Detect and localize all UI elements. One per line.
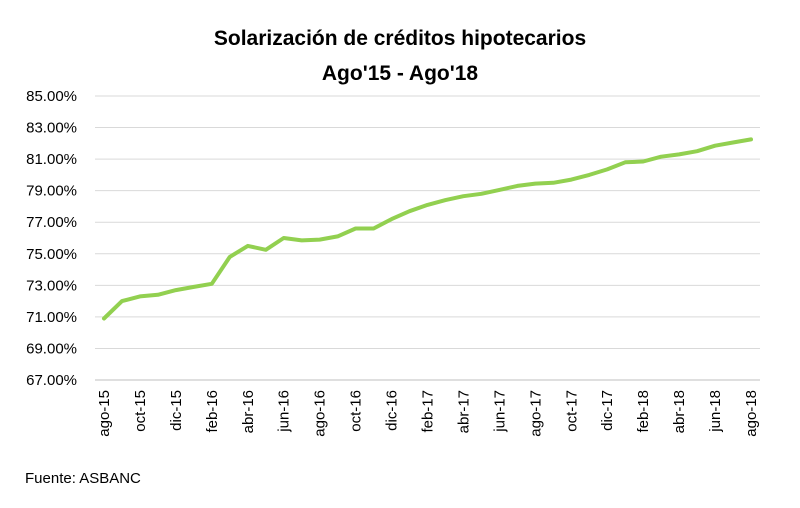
data-point [228, 255, 232, 259]
series-line [102, 137, 753, 321]
y-tick-label: 73.00% [26, 277, 77, 294]
y-tick-label: 81.00% [26, 151, 77, 168]
data-point [282, 236, 286, 240]
x-axis-ticks: ago-15 oct-15 dic-15 feb-16 abr-16 jun-16 ago-… [96, 390, 760, 437]
data-point [318, 238, 322, 242]
chart-title: Solarización de créditos hipotecarios [214, 27, 586, 50]
y-tick-label: 71.00% [26, 309, 77, 326]
data-point [569, 178, 573, 182]
data-point [677, 152, 681, 156]
x-tick-label: ago-15 [96, 390, 113, 437]
data-point [497, 188, 501, 192]
data-point [300, 238, 304, 242]
x-tick-label: oct-17 [563, 390, 580, 432]
x-tick-label: ago-18 [743, 390, 760, 437]
x-tick-label: ago-17 [527, 390, 544, 437]
y-tick-label: 85.00% [26, 88, 77, 105]
data-point [210, 282, 214, 286]
data-point [192, 285, 196, 289]
data-point [551, 181, 555, 185]
data-point [372, 227, 376, 231]
data-point [336, 234, 340, 238]
x-tick-label: dic-17 [599, 390, 616, 431]
x-tick-label: dic-15 [168, 390, 185, 431]
y-axis-ticks: 67.00% 69.00% 71.00% 73.00% 75.00% 77.00% 79.0… [26, 88, 77, 389]
data-point [174, 288, 178, 292]
y-tick-label: 77.00% [26, 214, 77, 231]
data-point [623, 160, 627, 164]
x-tick-label: jun-17 [491, 390, 508, 433]
data-point [408, 209, 412, 213]
data-point [659, 155, 663, 159]
data-point [354, 227, 358, 231]
chart-subtitle: Ago'15 - Ago'18 [322, 62, 479, 85]
y-tick-label: 83.00% [26, 120, 77, 137]
data-point [479, 192, 483, 196]
data-point [443, 198, 447, 202]
x-tick-label: jun-16 [276, 390, 293, 433]
series-layer [102, 137, 753, 321]
data-point [641, 159, 645, 163]
data-point [246, 244, 250, 248]
x-tick-label: feb-16 [204, 390, 221, 433]
data-point [515, 184, 519, 188]
data-point [264, 248, 268, 252]
data-point [587, 173, 591, 177]
data-point [102, 316, 106, 320]
data-point [713, 144, 717, 148]
x-tick-label: dic-16 [384, 390, 401, 431]
x-tick-label: feb-17 [420, 390, 437, 433]
data-point [533, 182, 537, 186]
y-tick-label: 69.00% [26, 340, 77, 357]
data-point [138, 294, 142, 298]
data-point [390, 217, 394, 221]
gridlines [95, 95, 760, 381]
x-tick-label: abr-17 [455, 390, 472, 433]
data-point [605, 167, 609, 171]
data-point [731, 141, 735, 145]
data-point [120, 299, 124, 303]
data-point [156, 293, 160, 297]
x-tick-label: oct-16 [348, 390, 365, 432]
x-tick-label: feb-18 [635, 390, 652, 433]
x-tick-label: oct-15 [132, 390, 149, 432]
y-tick-label: 79.00% [26, 183, 77, 200]
data-point [695, 149, 699, 153]
x-tick-label: jun-18 [707, 390, 724, 433]
y-tick-label: 67.00% [26, 372, 77, 389]
x-tick-label: abr-18 [671, 390, 688, 433]
x-tick-label: ago-16 [312, 390, 329, 437]
source-note: Fuente: ASBANC [25, 470, 141, 487]
x-tick-label: abr-16 [240, 390, 257, 433]
data-point [426, 203, 429, 207]
y-tick-label: 75.00% [26, 246, 77, 263]
data-point [461, 194, 465, 198]
data-point [749, 137, 753, 141]
